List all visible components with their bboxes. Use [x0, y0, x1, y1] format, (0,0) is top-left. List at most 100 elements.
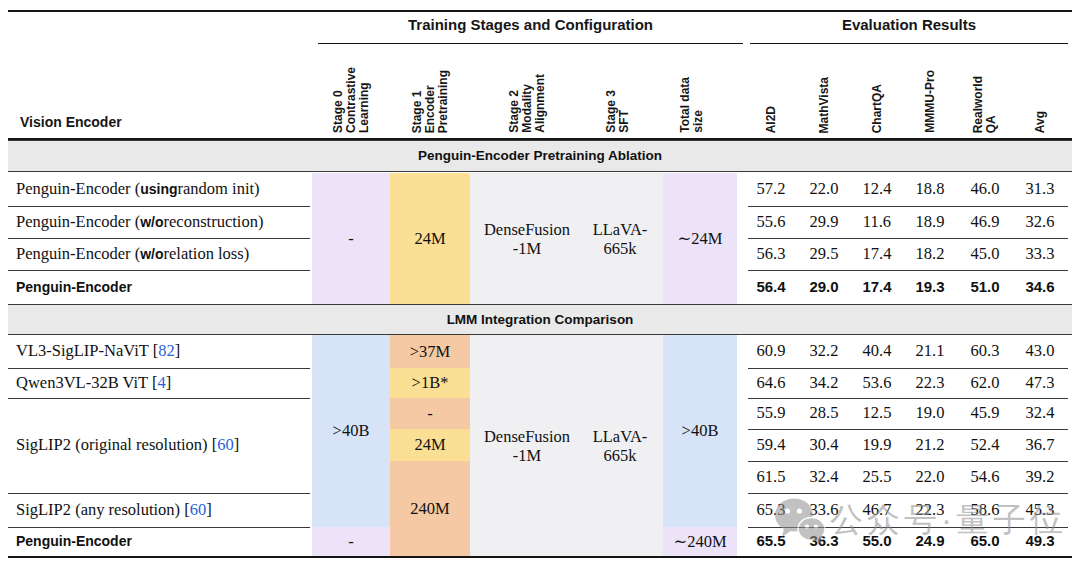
row-divider-results: [748, 493, 1068, 494]
column-header-training-1: Stage 1 Encoder Pretraining: [411, 70, 450, 133]
column-header-eval-0: AI2D: [765, 106, 778, 133]
result-cell: 46.0: [960, 173, 1010, 206]
row-divider-results: [748, 527, 1068, 528]
row-label-text: SigLIP2 (original resolution) [: [16, 435, 217, 455]
result-cell: 65.0: [960, 527, 1010, 557]
group-underline-1: [750, 43, 1068, 44]
result-cell: 24.9: [905, 527, 955, 557]
row-label-text: SigLIP2 (any resolution) [: [16, 500, 190, 520]
result-cell: 32.6: [1015, 206, 1065, 238]
result-cell: 52.4: [960, 429, 1010, 461]
row-label-text: ]: [166, 373, 172, 393]
stage-cell-text-0-3: ∼24M: [663, 173, 737, 304]
result-cell: 45.9: [960, 398, 1010, 429]
row-label-text: Penguin-Encoder (: [16, 179, 140, 199]
result-cell: 45.0: [960, 238, 1010, 270]
column-header-training-4: Total data size: [679, 77, 705, 133]
row-label: Penguin-Encoder: [16, 527, 310, 557]
result-cell: 19.3: [905, 270, 955, 305]
result-cell: 61.5: [746, 461, 796, 493]
row-label-text: ]: [234, 435, 240, 455]
row-divider-left: [8, 493, 310, 494]
row-divider-left: [8, 527, 310, 528]
stage-cell-text-1-6: 240M: [390, 461, 470, 557]
row-divider-results: [748, 206, 1068, 207]
row-label-emphasis: w/o: [140, 246, 163, 262]
stage-cell-text-1-1: -: [312, 527, 390, 557]
result-cell: 60.3: [960, 335, 1010, 368]
result-cell: 25.5: [852, 461, 902, 493]
result-cell: 59.4: [746, 429, 796, 461]
row-label-emphasis: w/o: [140, 214, 163, 230]
result-cell: 30.4: [799, 429, 849, 461]
result-cell: 36.3: [799, 527, 849, 557]
row-label: Penguin-Encoder: [16, 270, 310, 305]
group-header-evaluation: Evaluation Results: [750, 15, 1068, 35]
stage-cell-text-0-0: -: [312, 173, 390, 304]
row-divider-left: [8, 398, 310, 399]
row-divider-results: [748, 270, 1068, 271]
stage-cell-text-1-0: >40B: [312, 335, 390, 527]
result-cell: 33.6: [799, 493, 849, 527]
result-cell: 22.3: [905, 493, 955, 527]
row-label-text: relation loss): [164, 244, 250, 264]
result-cell: 32.2: [799, 335, 849, 368]
result-cell: 34.2: [799, 368, 849, 398]
row-label-text: ]: [206, 500, 212, 520]
result-cell: 12.5: [852, 398, 902, 429]
result-cell: 18.8: [905, 173, 955, 206]
citation-link[interactable]: 60: [217, 435, 234, 455]
result-cell: 54.6: [960, 461, 1010, 493]
result-cell: 46.7: [852, 493, 902, 527]
result-cell: 29.9: [799, 206, 849, 238]
column-header-training-2: Stage 2 Modality Alignment: [508, 74, 547, 133]
section-band-1: LMM Integration Comparison: [8, 304, 1072, 335]
stage3-cell-text-1: LLaVA- 665k: [584, 335, 656, 556]
result-cell: 64.6: [746, 368, 796, 398]
result-cell: 21.1: [905, 335, 955, 368]
result-cell: 11.6: [852, 206, 902, 238]
table-rule-2: [8, 556, 1072, 558]
row-label-emphasis: using: [140, 181, 177, 197]
result-cell: 17.4: [852, 270, 902, 305]
section-band-0: Penguin-Encoder Pretraining Ablation: [8, 140, 1072, 172]
row-label-text: Penguin-Encoder (: [16, 212, 140, 232]
result-cell: 49.3: [1015, 527, 1065, 557]
row-divider-results: [748, 429, 1068, 430]
row-label: SigLIP2 (original resolution) [60]: [16, 398, 310, 493]
column-header-eval-2: ChartQA: [871, 84, 884, 133]
row-label: VL3-SigLIP-NaViT [82]: [16, 335, 310, 368]
stage-cell-text-1-5: 24M: [390, 429, 470, 461]
result-cell: 39.2: [1015, 461, 1065, 493]
stage2-cell-text-1: DenseFusion -1M: [472, 335, 582, 556]
result-cell: 45.3: [1015, 493, 1065, 527]
row-divider-left: [8, 270, 310, 271]
column-header-training-3: Stage 3 SFT: [605, 90, 631, 133]
result-cell: 58.6: [960, 493, 1010, 527]
result-cell: 22.0: [905, 461, 955, 493]
result-cell: 57.2: [746, 173, 796, 206]
row-label-text: Penguin-Encoder (: [16, 244, 140, 264]
stage-cell-text-1-3: >1B*: [390, 368, 470, 398]
row-label: Penguin-Encoder (using random init): [16, 173, 310, 206]
result-cell: 65.3: [746, 493, 796, 527]
stage-cell-text-1-2: >37M: [390, 335, 470, 368]
result-cell: 33.3: [1015, 238, 1065, 270]
citation-link[interactable]: 60: [190, 500, 207, 520]
result-cell: 17.4: [852, 238, 902, 270]
row-divider-results: [748, 398, 1068, 399]
stage-cell-text-1-8: >40B: [663, 335, 737, 527]
result-cell: 19.9: [852, 429, 902, 461]
result-cell: 22.3: [905, 368, 955, 398]
row-label-text: Penguin-Encoder: [16, 533, 132, 549]
result-cell: 43.0: [1015, 335, 1065, 368]
result-cell: 65.5: [746, 527, 796, 557]
stage3-cell-text-0: LLaVA- 665k: [584, 173, 656, 304]
result-cell: 56.3: [746, 238, 796, 270]
result-cell: 47.3: [1015, 368, 1065, 398]
row-label-text: Penguin-Encoder: [16, 279, 132, 295]
citation-link[interactable]: 82: [158, 341, 175, 361]
citation-link[interactable]: 4: [157, 373, 165, 393]
stage2-cell-text-0: DenseFusion -1M: [472, 173, 582, 304]
result-cell: 40.4: [852, 335, 902, 368]
